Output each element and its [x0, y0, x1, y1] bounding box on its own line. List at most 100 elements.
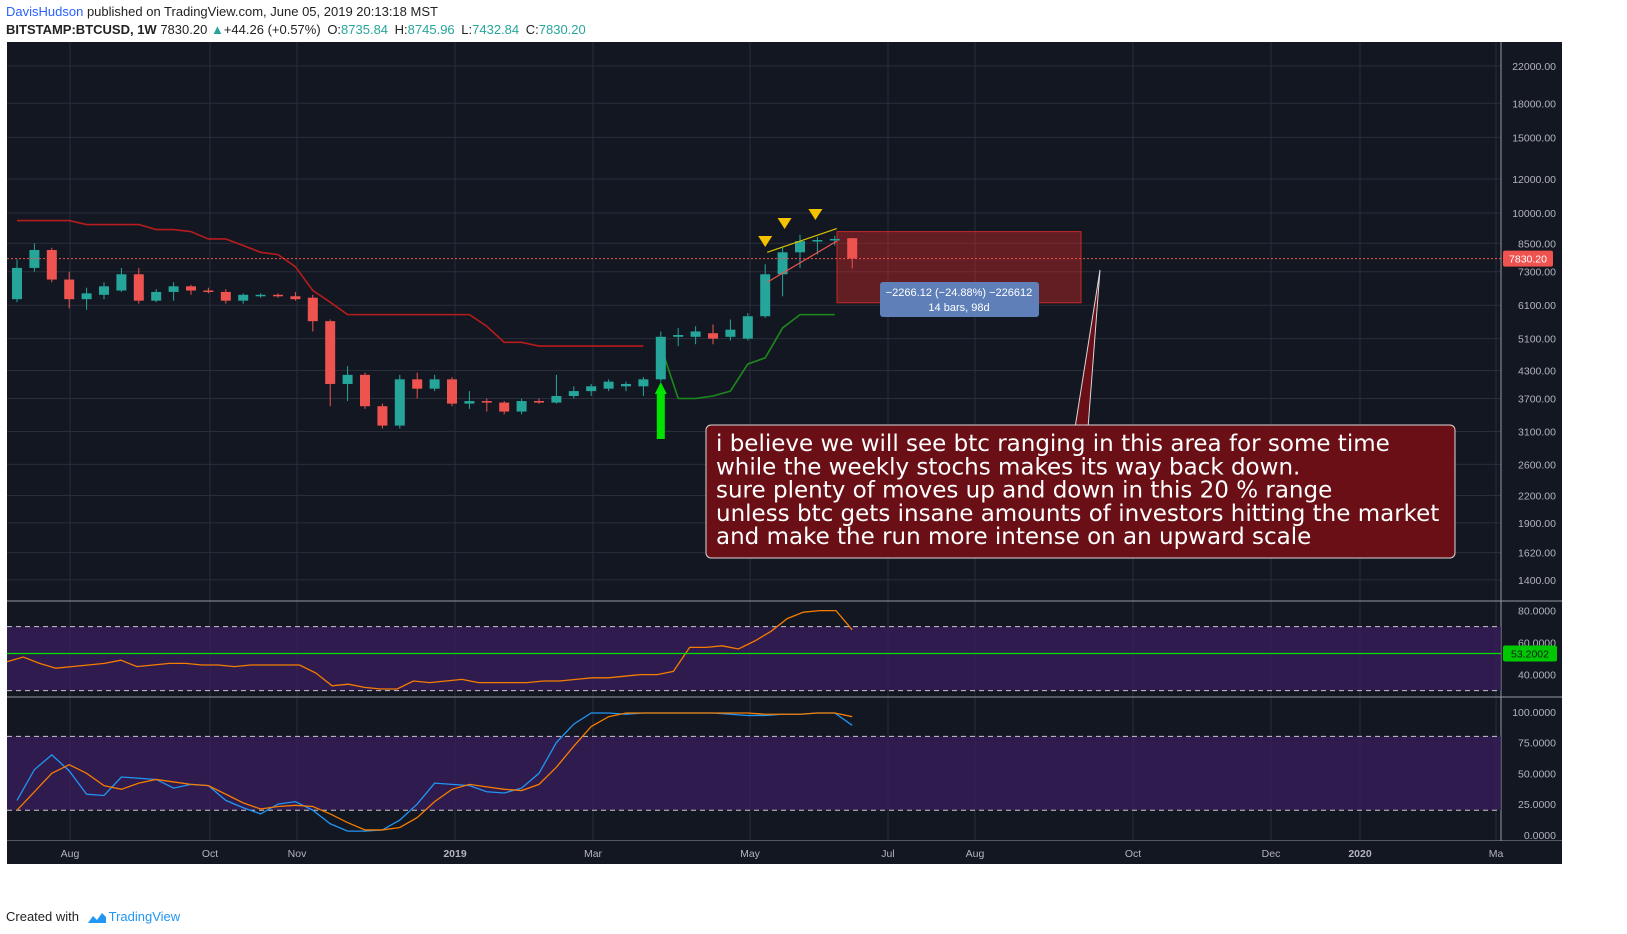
- low-value: 7432.84: [472, 22, 520, 37]
- candle-body: [673, 335, 684, 337]
- annotation-line: while the weekly stochs makes its way ba…: [716, 454, 1300, 480]
- price-tick-label: 22000.00: [1512, 61, 1556, 73]
- last-price: 7830.20: [160, 22, 208, 37]
- rsi-level-tag: [1503, 645, 1557, 662]
- candle-body: [412, 379, 423, 389]
- candle-body: [812, 240, 823, 242]
- candle-body: [690, 331, 701, 337]
- close-label: C:: [525, 22, 539, 37]
- candle-body: [12, 267, 22, 300]
- open-value: 8735.84: [341, 22, 389, 37]
- price-axis-background: [1501, 42, 1562, 864]
- price-tick-label: 1620.00: [1518, 548, 1556, 560]
- up-arrow-icon: ▲: [210, 22, 224, 37]
- support-line: [660, 313, 835, 400]
- measure-bars-text: 14 bars, 98d: [928, 302, 989, 314]
- publish-info: DavisHudson published on TradingView.com…: [6, 4, 438, 19]
- high-value: 8745.96: [407, 22, 455, 37]
- symbol-name: BITSTAMP:BTCUSD, 1W: [6, 22, 157, 37]
- symbol-info: BITSTAMP:BTCUSD, 1W 7830.20 ▲+44.26 (+0.…: [6, 22, 586, 37]
- measure-tooltip: [880, 282, 1039, 317]
- candle-body: [586, 386, 597, 392]
- price-tick-label: 15000.00: [1512, 132, 1556, 144]
- price-tick-label: 3700.00: [1518, 394, 1556, 406]
- time-tick-label: Aug: [61, 848, 80, 860]
- candle-body: [638, 379, 649, 387]
- rsi-tick-label: 80.0000: [1518, 606, 1556, 618]
- time-tick-label: 2020: [1348, 848, 1372, 860]
- time-tick-label: Ma: [1489, 848, 1504, 860]
- candle-body: [116, 274, 127, 291]
- candle-body: [186, 286, 196, 291]
- buy-arrow-icon: [654, 382, 667, 439]
- stoch-tick-label: 25.0000: [1518, 799, 1556, 811]
- stoch-tick-label: 100.0000: [1512, 707, 1556, 719]
- annotation-text: i believe we will see btc ranging in thi…: [716, 431, 1439, 550]
- annotation-line: unless btc gets insane amounts of invest…: [716, 501, 1439, 527]
- candle-body: [429, 379, 440, 389]
- close-value: 7830.20: [538, 22, 586, 37]
- candle-body: [99, 286, 109, 295]
- rsi-line: [6, 609, 853, 690]
- stoch-band: [7, 736, 1501, 811]
- candle-body: [481, 401, 492, 403]
- annotation-box: [705, 424, 1456, 559]
- created-with-text: Created with: [6, 909, 79, 924]
- time-tick-label: Oct: [1125, 848, 1141, 860]
- stoch-tick-label: 0.0000: [1524, 830, 1556, 842]
- candle-body: [551, 396, 562, 403]
- candle-body: [777, 252, 788, 275]
- trailing-stop-line: [17, 219, 644, 347]
- time-tick-label: Dec: [1262, 848, 1281, 860]
- candle-body: [307, 297, 318, 322]
- lower-trend-line: [766, 240, 838, 283]
- candle-body: [255, 294, 266, 297]
- tradingview-logo-icon: [87, 912, 106, 923]
- time-tick-label: Mar: [584, 848, 603, 860]
- candle-body: [725, 329, 736, 337]
- current-price-tag: [1503, 250, 1553, 267]
- candle-body: [203, 290, 214, 293]
- price-tick-label: 8500.00: [1518, 238, 1556, 250]
- time-tick-label: Nov: [288, 848, 307, 860]
- candle-body: [447, 379, 457, 404]
- candle-body: [621, 383, 631, 387]
- candle-body: [29, 250, 40, 268]
- time-tick-label: 2019: [443, 848, 467, 860]
- current-price-label: 7830.20: [1509, 254, 1547, 266]
- candle-body: [847, 238, 858, 259]
- candle-body: [342, 374, 353, 384]
- time-tick-label: Oct: [202, 848, 218, 860]
- rsi-tick-label: 40.0000: [1518, 670, 1556, 682]
- candle-body: [516, 401, 527, 412]
- stoch-d-line: [16, 712, 853, 831]
- candle-body: [760, 274, 771, 317]
- candle-body: [377, 406, 388, 426]
- time-axis: [7, 841, 1562, 864]
- annotation-line: sure plenty of moves up and down in this…: [716, 478, 1332, 504]
- candle-body: [464, 401, 475, 404]
- candle-body: [499, 402, 510, 412]
- tradingview-link[interactable]: TradingView: [108, 909, 181, 924]
- rsi-level-label: 53.2002: [1511, 648, 1549, 660]
- time-tick-label: Jul: [881, 848, 894, 860]
- sell-signal-triangle-icon: [808, 209, 823, 220]
- publish-text: published on TradingView.com, June 05, 2…: [86, 4, 438, 19]
- annotation-line: and make the run more intense on an upwa…: [716, 524, 1311, 550]
- price-tick-label: 18000.00: [1512, 98, 1556, 110]
- footer: Created with TradingView: [6, 909, 180, 924]
- price-tick-label: 1900.00: [1518, 518, 1556, 530]
- candle-body: [133, 274, 144, 301]
- candle-body: [360, 374, 370, 407]
- time-tick-label: Aug: [966, 848, 985, 860]
- candle-body: [708, 333, 718, 339]
- candle-body: [829, 238, 840, 241]
- price-change: +44.26 (+0.57%): [223, 22, 321, 37]
- candle-body: [795, 241, 805, 253]
- author-link[interactable]: DavisHudson: [6, 4, 84, 19]
- price-tick-label: 7300.00: [1518, 267, 1556, 279]
- high-label: H:: [394, 22, 408, 37]
- time-tick-label: May: [740, 848, 761, 860]
- upper-trend-line: [767, 227, 837, 253]
